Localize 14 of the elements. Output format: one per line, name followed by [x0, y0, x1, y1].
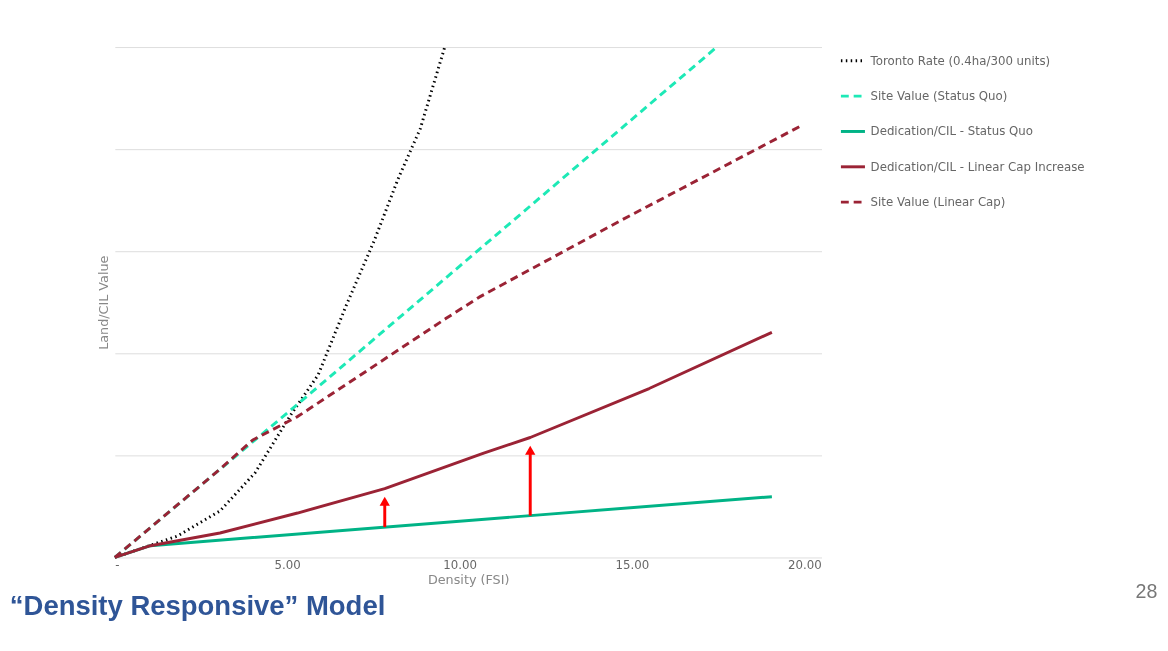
text: “Density Responsive” Model	[9, 590, 386, 622]
x-tick-label: 5.00	[274, 557, 301, 572]
y-axis-title: Land/CIL Value	[96, 255, 112, 350]
text: 28	[1135, 579, 1158, 602]
x-tick-label: 20.00	[787, 557, 822, 572]
legend-label: Dedication/CIL - Status Quo	[870, 124, 1033, 139]
legend-label: Toronto Rate (0.4ha/300 units)	[869, 53, 1051, 68]
legend-label: Dedication/CIL - Linear Cap Increase	[870, 159, 1085, 174]
x-tick-label: 15.00	[615, 557, 650, 572]
x-tick-label: 10.00	[443, 557, 477, 572]
legend-label: Site Value (Status Quo)	[870, 89, 1008, 104]
x-axis-title: Density (FSI)	[427, 572, 510, 588]
legend-label: Site Value (Linear Cap)	[870, 195, 1006, 210]
x-tick-label: -	[115, 557, 120, 572]
